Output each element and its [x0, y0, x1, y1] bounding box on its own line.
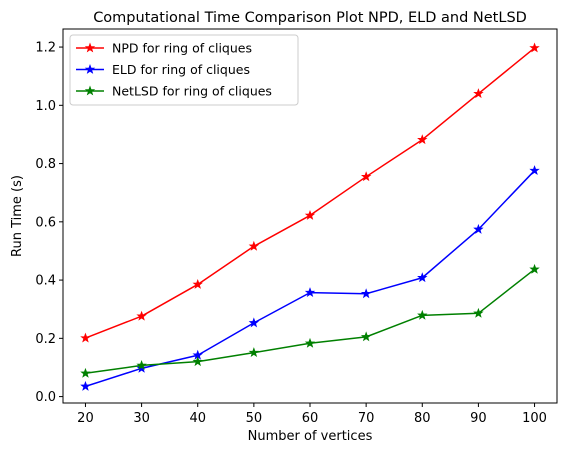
x-tick-label: 20: [77, 411, 94, 426]
legend-box: [69, 34, 299, 106]
series-point-1: [248, 317, 260, 328]
y-axis-label: Run Time (s): [10, 175, 25, 257]
x-axis-label: Number of vertices: [248, 429, 373, 444]
x-tick-label: 100: [522, 411, 547, 426]
series-point-1: [360, 288, 372, 299]
y-tick-label: 0.4: [35, 274, 56, 289]
series-point-2: [473, 307, 484, 318]
series-point-0: [80, 332, 91, 343]
x-tick-label: 60: [302, 411, 319, 426]
y-tick-label: 0.8: [35, 157, 56, 172]
series-point-0: [136, 310, 147, 321]
x-tick-label: 80: [414, 411, 431, 426]
x-tick-label: 30: [133, 411, 150, 426]
x-axis-ticks: 20 30 40 50 60 70 80 90 100: [77, 403, 547, 426]
series-point-1: [417, 272, 428, 283]
series-point-0: [417, 134, 428, 145]
series-point-2: [360, 331, 372, 342]
series-point-1: [80, 380, 91, 391]
legend-marker: [84, 85, 96, 96]
legend-label: NetLSD for ring of cliques: [112, 84, 272, 99]
series-point-0: [473, 88, 484, 99]
series-line-1: [85, 170, 536, 388]
x-tick-label: 40: [189, 411, 206, 426]
y-tick-label: 0.0: [35, 390, 56, 405]
legend: NPD for ring of cliques ELD for ring of c…: [69, 34, 299, 106]
series-point-0: [360, 171, 372, 182]
series-point-2: [529, 263, 540, 274]
series-point-2: [80, 367, 91, 378]
series-point-2: [248, 347, 260, 358]
series-point-1: [473, 223, 484, 234]
chart-title: Computational Time Comparison Plot NPD, …: [93, 10, 527, 26]
x-tick-label: 90: [470, 411, 487, 426]
series-point-0: [304, 209, 316, 220]
series-point-1: [304, 287, 316, 298]
series-point-0: [192, 278, 203, 289]
series-line-2: [85, 268, 536, 375]
series-point-2: [304, 337, 316, 348]
series-point-0: [248, 240, 260, 251]
y-tick-label: 1.0: [35, 99, 56, 114]
legend-label: NPD for ring of cliques: [112, 41, 252, 56]
legend-marker: [84, 64, 96, 74]
x-tick-label: 50: [246, 411, 263, 426]
y-tick-label: 0.6: [35, 215, 56, 230]
y-axis-ticks: 0.0 0.2 0.4 0.6 0.8 1.0 1.2: [35, 41, 63, 405]
series-point-0: [529, 42, 540, 53]
y-tick-label: 0.2: [35, 332, 56, 347]
series-point-1: [529, 165, 540, 175]
plot-frame: [62, 28, 558, 404]
y-tick-label: 1.2: [35, 41, 56, 56]
series-point-1: [136, 362, 147, 373]
series-point-2: [417, 309, 428, 320]
series-point-2: [136, 359, 147, 370]
series-point-2: [192, 356, 203, 367]
legend-label: ELD for ring of cliques: [112, 62, 250, 77]
x-tick-label: 70: [358, 411, 375, 426]
legend-marker: [84, 42, 96, 53]
series-group: [80, 42, 540, 391]
